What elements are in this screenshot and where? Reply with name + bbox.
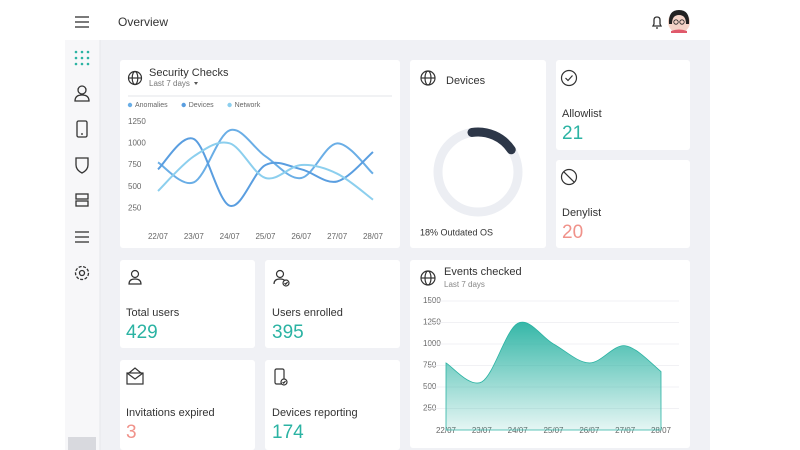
series-line [157,141,374,201]
x-tick-label: 24/07 [220,232,241,241]
x-tick-label: 23/07 [472,426,493,435]
series-line [157,137,374,207]
nav-devices[interactable] [76,120,88,138]
device-check-icon [274,368,288,386]
x-tick-label: 26/07 [579,426,600,435]
x-tick-label: 27/07 [327,232,348,241]
legend-label: Anomalies [135,102,168,109]
users-enrolled-card [265,260,400,348]
stat-title: Denylist [562,207,601,219]
donut-caption: 18% Outdated OS [420,227,493,237]
menu-button[interactable] [75,16,89,28]
card-subtitle: Last 7 days [444,280,485,289]
globe-icon [420,270,436,286]
devices-reporting-card [265,360,400,450]
x-tick-label: 25/07 [543,426,564,435]
devices-card [410,60,546,248]
y-tick-label: 1250 [128,117,146,126]
y-tick-label: 750 [128,160,142,169]
card-title: Events checked [444,266,522,278]
notifications-button[interactable] [651,16,663,29]
legend-label: Devices [189,102,214,109]
x-tick-label: 25/07 [255,232,276,241]
legend-swatch [181,102,186,108]
card-title: Devices [446,75,486,87]
stat-value: 21 [562,123,583,144]
card-subtitle: Last 7 days [149,79,190,88]
globe-icon [127,70,143,86]
invitations-card [120,360,255,450]
stat-value: 429 [126,322,158,343]
x-tick-label: 28/07 [363,232,384,241]
allowlist-card [556,60,690,150]
x-tick-label: 22/07 [436,426,457,435]
security-card [120,60,400,248]
x-tick-label: 27/07 [615,426,636,435]
legend-swatch [227,102,232,108]
stat-value: 20 [562,222,583,243]
nav-dashboard[interactable] [74,50,90,66]
topbar [65,5,710,40]
sidebar [65,5,100,450]
block-icon [560,168,578,186]
stat-title: Devices reporting [272,407,358,419]
x-tick-label: 26/07 [291,232,312,241]
globe-icon [420,70,436,86]
nav-security[interactable] [75,157,89,174]
total-users-card [120,260,255,348]
y-tick-label: 1000 [128,138,146,147]
mail-icon [126,367,144,385]
y-tick-label: 500 [128,182,142,191]
donut-arc [467,127,516,155]
stat-title: Invitations expired [126,407,215,419]
nav-servers[interactable] [75,193,89,207]
user-icon [128,269,142,285]
stat-value: 395 [272,322,304,343]
stat-value: 3 [126,422,137,443]
denylist-card [556,160,690,248]
y-tick-label: 250 [128,203,142,212]
x-tick-label: 24/07 [508,426,529,435]
nav-settings[interactable] [74,265,90,281]
nav-users[interactable] [74,85,90,102]
user-avatar[interactable] [668,10,690,33]
x-tick-label: 28/07 [651,426,672,435]
page-title: Overview [118,15,168,29]
series-line [157,128,374,185]
stat-value: 174 [272,422,304,443]
area [445,321,662,431]
sidebar-footer [68,437,96,450]
legend-swatch [127,102,133,108]
card-title: Security Checks [149,67,229,79]
check-icon [560,69,578,87]
stat-title: Allowlist [562,108,602,120]
user-check-icon [273,269,290,287]
dropdown-arrow[interactable] [194,82,198,85]
stat-title: Total users [126,307,180,319]
x-tick-label: 23/07 [184,232,205,241]
nav-list[interactable] [75,231,89,243]
x-tick-label: 22/07 [148,232,169,241]
stat-title: Users enrolled [272,307,343,319]
legend-label: Network [235,102,261,109]
